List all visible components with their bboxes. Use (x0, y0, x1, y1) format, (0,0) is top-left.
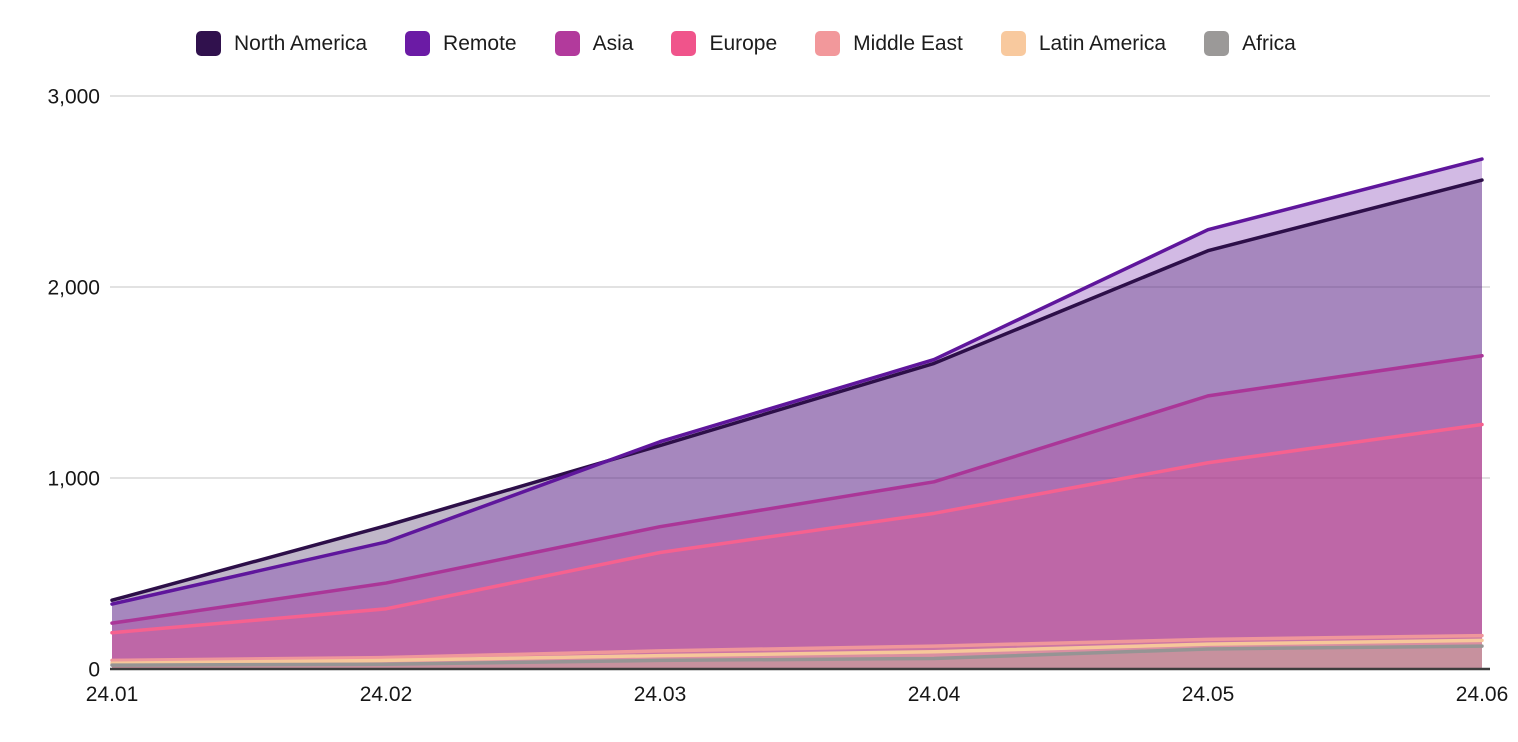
x-tick-label-24.05: 24.05 (1182, 683, 1235, 706)
x-tick-label-24.06: 24.06 (1456, 683, 1509, 706)
legend: North America Remote Asia Europe Middle East… (196, 31, 1296, 56)
area-remote (112, 159, 1482, 669)
line-remote (110, 157, 1484, 606)
legend-item-latin-america[interactable]: Latin America (1000, 31, 1167, 56)
area-north-america (112, 180, 1482, 670)
area-europe (112, 424, 1482, 669)
legend-item-remote[interactable]: Remote (405, 31, 517, 56)
legend-swatch-icon (815, 31, 841, 56)
line-latin-america (110, 638, 1484, 666)
y-axis-labels: 0 1,000 2,000 3,000 (47, 86, 100, 682)
legend-label: Europe (709, 31, 778, 55)
x-tick-label-24.01: 24.01 (86, 683, 139, 706)
line-middle-east (110, 633, 1484, 663)
legend-swatch-icon (405, 31, 431, 56)
y-tick-label-0: 0 (88, 659, 100, 682)
line-europe (110, 422, 1484, 635)
legend-label: North America (234, 31, 368, 55)
x-tick-label-24.04: 24.04 (908, 683, 961, 706)
line-africa (110, 644, 1484, 667)
gridlines (110, 95, 1490, 479)
y-tick-label-1000: 1,000 (47, 468, 100, 491)
line-north-america (110, 178, 1484, 602)
legend-label: Latin America (1038, 31, 1167, 55)
legend-swatch-icon (671, 31, 697, 56)
legend-item-europe[interactable]: Europe (671, 31, 777, 56)
legend-item-middle-east[interactable]: Middle East (815, 31, 963, 56)
legend-label: Middle East (853, 31, 963, 55)
x-axis-labels: 24.01 24.02 24.03 24.04 24.05 24.06 (86, 683, 1509, 706)
legend-swatch-icon (1000, 31, 1026, 56)
legend-swatch-icon (1204, 31, 1230, 56)
legend-swatch-icon (196, 31, 221, 56)
legend-label: Remote (443, 31, 517, 55)
legend-label: Asia (592, 31, 634, 55)
y-tick-label-2000: 2,000 (47, 277, 100, 300)
legend-item-asia[interactable]: Asia (554, 31, 634, 56)
legend-item-north-america[interactable]: North America (196, 31, 367, 56)
x-tick-label-24.02: 24.02 (360, 683, 413, 706)
legend-label: Africa (1242, 31, 1296, 55)
y-tick-label-3000: 3,000 (47, 86, 100, 109)
line-asia (110, 354, 1484, 625)
series-lines (110, 157, 1484, 667)
legend-swatch-icon (554, 31, 580, 56)
legend-item-africa[interactable]: Africa (1204, 31, 1296, 56)
x-tick-label-24.03: 24.03 (634, 683, 687, 706)
area-asia (112, 355, 1482, 669)
